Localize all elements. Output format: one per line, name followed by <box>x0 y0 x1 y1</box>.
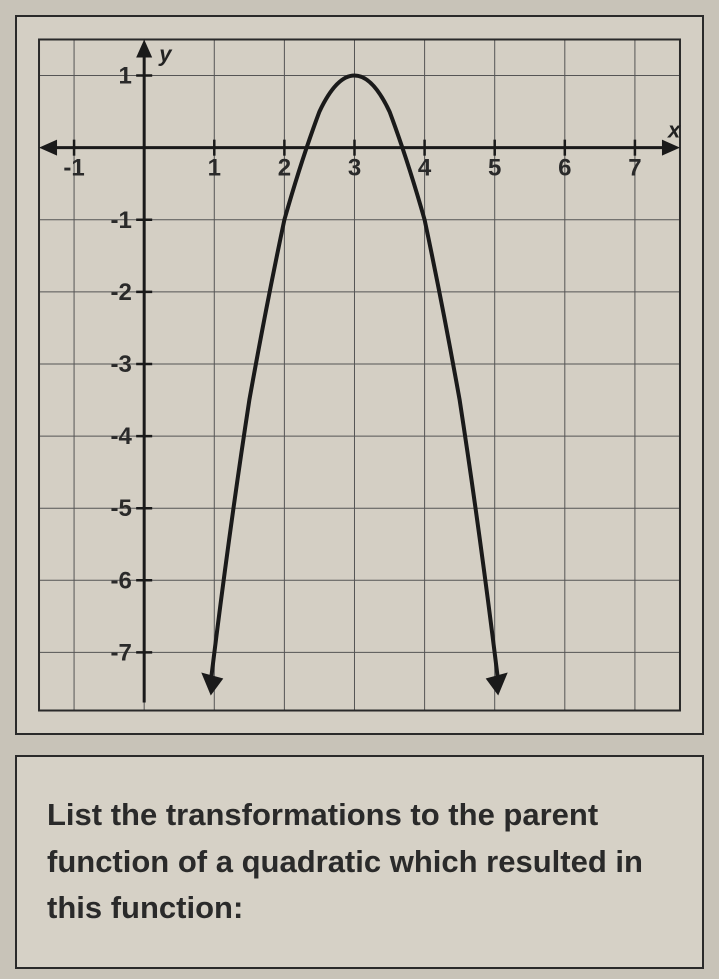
x-tick-label: 3 <box>348 155 361 182</box>
y-tick-label: -4 <box>110 423 132 450</box>
x-tick-label: 5 <box>488 155 501 182</box>
x-tick-label: 7 <box>628 155 641 182</box>
chart-area: -1 1 2 3 4 5 6 7 1 -1 -2 -3 -4 -5 -6 -7 … <box>29 29 690 721</box>
x-tick-label: -1 <box>63 155 84 182</box>
y-tick-label: -2 <box>110 279 131 306</box>
x-tick-label: 2 <box>278 155 291 182</box>
question-text: List the transformations to the parent f… <box>47 792 672 932</box>
y-tick-label: -7 <box>110 639 131 666</box>
x-tick-label: 1 <box>208 155 221 182</box>
y-tick-label: -3 <box>110 351 131 378</box>
y-axis-label: y <box>158 42 173 67</box>
y-tick-label: -6 <box>110 567 131 594</box>
x-tick-label: 4 <box>418 155 432 182</box>
parabola-chart: -1 1 2 3 4 5 6 7 1 -1 -2 -3 -4 -5 -6 -7 … <box>29 29 690 721</box>
x-axis-label: x <box>667 118 681 143</box>
x-tick-label: 6 <box>558 155 571 182</box>
question-panel: List the transformations to the parent f… <box>15 755 704 969</box>
chart-panel: -1 1 2 3 4 5 6 7 1 -1 -2 -3 -4 -5 -6 -7 … <box>15 15 704 735</box>
y-tick-label: -5 <box>110 495 131 522</box>
y-tick-label: -1 <box>110 207 131 234</box>
y-tick-label: 1 <box>118 63 131 90</box>
